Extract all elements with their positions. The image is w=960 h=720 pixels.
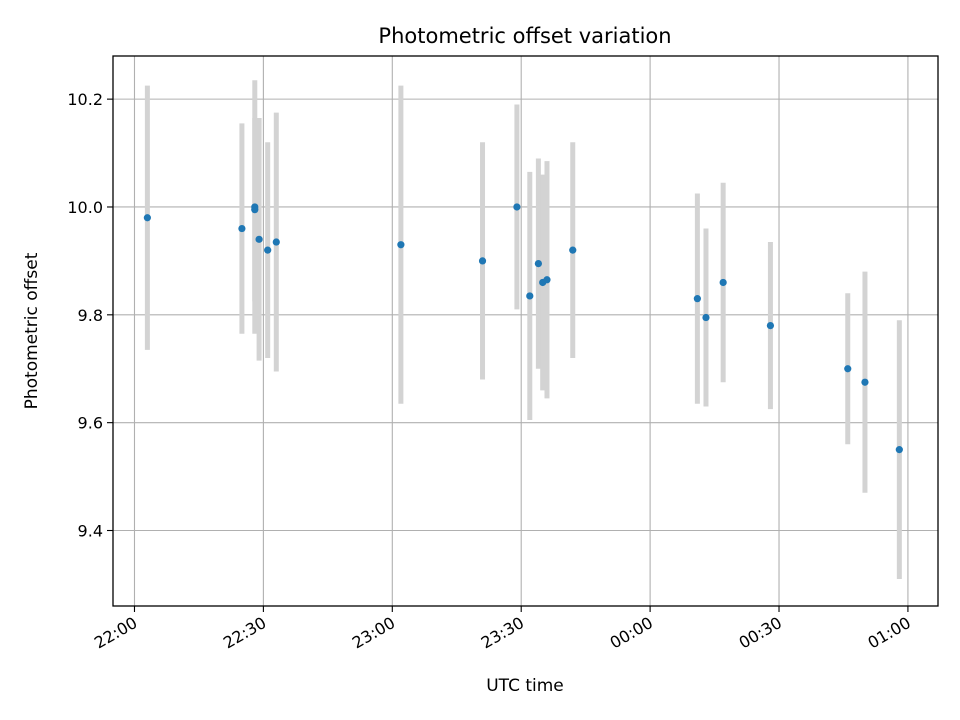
- y-tick-label: 9.4: [78, 522, 103, 541]
- data-point: [255, 235, 263, 243]
- data-point: [844, 365, 852, 373]
- data-point: [251, 206, 259, 214]
- y-tick-label: 9.8: [78, 306, 103, 325]
- data-point: [238, 224, 246, 233]
- data-point: [719, 278, 727, 287]
- y-tick-label: 10.2: [67, 90, 103, 109]
- grid: [113, 56, 938, 606]
- data-point: [264, 246, 272, 254]
- x-axis-label: UTC time: [486, 676, 564, 696]
- data-point: [397, 241, 405, 249]
- plot-frame: [112, 55, 939, 607]
- chart-title: Photometric offset variation: [378, 24, 671, 48]
- data-point: [766, 322, 775, 330]
- data-point: [272, 238, 280, 246]
- data-point: [693, 295, 701, 303]
- data-point: [543, 276, 551, 284]
- data-point: [861, 378, 869, 386]
- y-tick-label: 10.0: [67, 198, 103, 217]
- y-tick-label: 9.6: [78, 414, 103, 433]
- data-point: [143, 214, 151, 222]
- data-point: [569, 246, 577, 254]
- data-point: [702, 313, 710, 322]
- data-point: [534, 259, 542, 268]
- data-point: [526, 292, 534, 300]
- data-points: [143, 203, 903, 454]
- data-point: [895, 446, 903, 454]
- data-point: [513, 203, 521, 211]
- data-point: [478, 257, 487, 265]
- y-axis-label: Photometric offset: [22, 252, 42, 409]
